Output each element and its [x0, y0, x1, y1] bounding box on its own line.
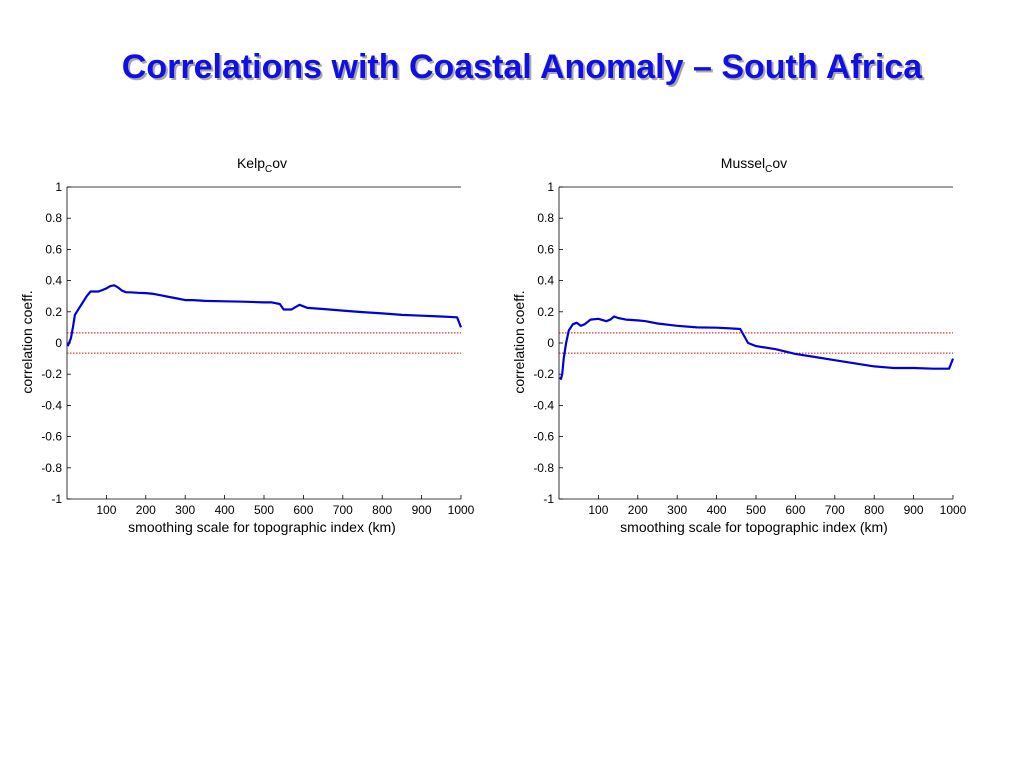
plot-area: -1 -0.8 -0.6 -0.4 -0.2 0 0.2 0.4 0.6 0.8 1 100 200 30…: [533, 180, 966, 517]
y-tick-label: -0.2: [533, 367, 554, 381]
chart-title: MusselCov: [721, 155, 787, 175]
y-tick-label: 0.2: [537, 305, 554, 319]
y-tick-label: -0.6: [533, 430, 554, 444]
y-tick-label: -1: [51, 492, 62, 506]
x-tick-label: 400: [707, 503, 727, 517]
y-tick-label: -0.8: [533, 461, 554, 475]
x-tick-label: 800: [372, 503, 392, 517]
y-tick-label: 0.8: [45, 211, 62, 225]
y-tick-label: 0.8: [537, 211, 554, 225]
y-tick-label: -0.4: [41, 398, 62, 412]
x-tick-label: 900: [412, 503, 432, 517]
slide-title: Correlations with Coastal Anomaly – Sout…: [121, 48, 923, 86]
y-tick-label: -0.2: [41, 367, 62, 381]
chart-title-tail: ov: [772, 155, 787, 171]
y-tick-label: -0.4: [533, 398, 554, 412]
x-axis-label: smoothing scale for topographic index (k…: [128, 519, 396, 535]
x-tick-label: 700: [825, 503, 845, 517]
x-tick-label: 400: [215, 503, 235, 517]
x-tick-label: 600: [293, 503, 313, 517]
x-tick-label: 100: [96, 503, 116, 517]
y-tick-label: 0.4: [537, 274, 554, 288]
chart-title-subscript: C: [765, 164, 772, 175]
chart-title-subscript: C: [265, 164, 272, 175]
x-tick-label: 500: [254, 503, 274, 517]
plot-area: -1 -0.8 -0.6 -0.4 -0.2 0 0.2 0.4 0.6 0.8 1 100 200 30…: [41, 180, 474, 517]
y-tick-label: 1: [55, 180, 62, 194]
kelp-correlation-chart: KelpCov -1 -0.8 -0.6 -0.4 -0.2 0 0.2 0.4 0.6 0.8 1…: [19, 155, 475, 535]
y-tick-label: 0.4: [45, 274, 62, 288]
y-tick-label: 0: [55, 336, 62, 350]
x-tick-label: 100: [588, 503, 608, 517]
x-tick-label: 1000: [940, 503, 967, 517]
y-axis-label: correlation coeff.: [511, 290, 527, 393]
x-tick-label: 1000: [448, 503, 475, 517]
x-tick-label: 300: [175, 503, 195, 517]
y-tick-label: 0.2: [45, 305, 62, 319]
x-tick-label: 800: [864, 503, 884, 517]
series-line: [558, 315, 955, 380]
y-tick-label: -0.8: [41, 461, 62, 475]
y-tick-label: 1: [547, 180, 554, 194]
x-tick-label: 700: [333, 503, 353, 517]
x-tick-label: 600: [785, 503, 805, 517]
y-tick-label: 0: [547, 336, 554, 350]
x-tick-label: 200: [628, 503, 648, 517]
chart-title-tail: ov: [272, 155, 287, 171]
x-tick-label: 200: [136, 503, 156, 517]
y-tick-label: -0.6: [41, 430, 62, 444]
y-tick-label: -1: [543, 492, 554, 506]
chart-title: KelpCov: [237, 155, 287, 175]
x-axis-label: smoothing scale for topographic index (k…: [620, 519, 888, 535]
x-tick-label: 500: [746, 503, 766, 517]
chart-title-main: Mussel: [721, 155, 765, 171]
y-tick-label: 0.6: [537, 242, 554, 256]
mussel-correlation-chart: MusselCov -1 -0.8 -0.6 -0.4 -0.2 0 0.2 0.4 0.6 0.…: [511, 155, 967, 535]
x-tick-label: 900: [904, 503, 924, 517]
series-line: [66, 284, 463, 347]
x-tick-label: 300: [667, 503, 687, 517]
y-axis-label: correlation coeff.: [19, 290, 35, 393]
y-tick-label: 0.6: [45, 242, 62, 256]
chart-title-main: Kelp: [237, 155, 265, 171]
